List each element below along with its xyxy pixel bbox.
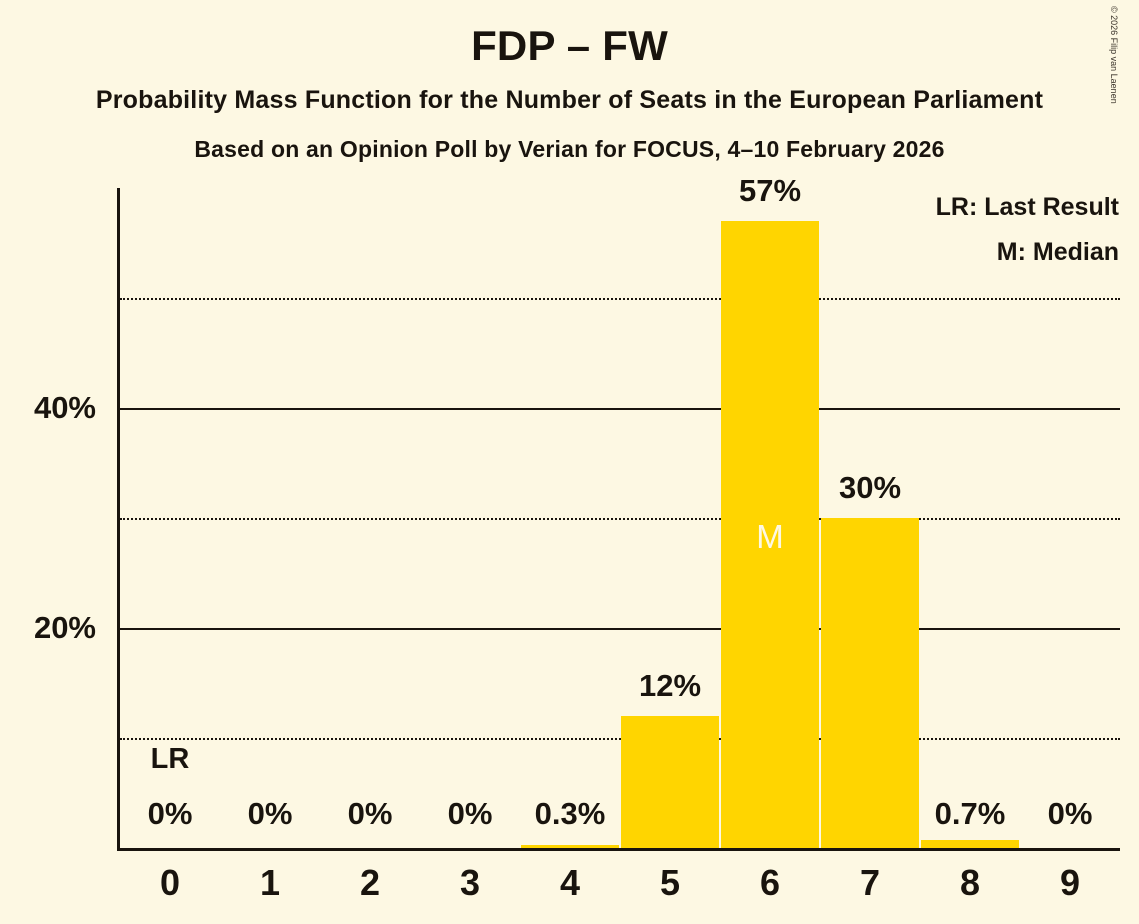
x-tick-label-1: 1 bbox=[259, 862, 281, 903]
x-tick-label-2: 2 bbox=[359, 862, 381, 903]
x-tick-label-9: 9 bbox=[1059, 862, 1081, 903]
bar-value-label: 0% bbox=[347, 796, 393, 831]
x-tick-label-6: 6 bbox=[759, 862, 781, 903]
y-axis-line bbox=[117, 188, 120, 848]
page-title: FDP – FW bbox=[471, 22, 668, 69]
bar-value-label: 30% bbox=[838, 470, 902, 505]
bar-slot[interactable]: 57% M bbox=[720, 173, 820, 848]
median-marker: M bbox=[756, 518, 784, 555]
plot-area: 20% 40% 0% LR 0% 0% 0% 0.3% 12% 57% M 30% 0.7% 0% bbox=[34, 173, 1120, 851]
chart-subtitle: Probability Mass Function for the Number… bbox=[95, 86, 1044, 114]
bar-slot[interactable]: 12% bbox=[620, 188, 720, 848]
gridline-30 bbox=[120, 518, 1120, 520]
bar[interactable] bbox=[921, 840, 1019, 848]
bar[interactable] bbox=[721, 221, 819, 848]
last-result-marker: LR bbox=[150, 743, 190, 775]
bar-slot[interactable]: 0.3% bbox=[520, 188, 620, 848]
bar-slot[interactable]: 0% bbox=[1020, 188, 1120, 848]
legend-last-result: LR: Last Result bbox=[935, 193, 1119, 221]
x-axis-line bbox=[117, 848, 1120, 851]
bar[interactable] bbox=[621, 716, 719, 848]
bar-value-label: 0% bbox=[447, 796, 493, 831]
bar[interactable] bbox=[521, 844, 619, 848]
bar[interactable] bbox=[821, 518, 919, 848]
x-tick-label-0: 0 bbox=[159, 862, 181, 903]
gridline-10 bbox=[120, 738, 1120, 740]
bar-slot[interactable]: 0% bbox=[320, 188, 420, 848]
legend-median: M: Median bbox=[996, 238, 1119, 266]
x-tick-label-5: 5 bbox=[659, 862, 681, 903]
bar-value-label: 0% bbox=[247, 796, 293, 831]
bar-series: 0% LR 0% 0% 0% 0.3% 12% 57% M 30% 0.7% 0% bbox=[120, 173, 1120, 848]
bar-slot[interactable]: 0% bbox=[420, 188, 520, 848]
x-tick-label-4: 4 bbox=[559, 862, 581, 903]
y-tick-label-40: 40% bbox=[33, 390, 96, 425]
chart-legend: LR: Last Result M: Median bbox=[936, 185, 1119, 275]
x-axis-tick-labels: 0 1 2 3 4 5 6 7 8 9 bbox=[120, 862, 1120, 914]
bar-value-label: 0.3% bbox=[534, 796, 606, 831]
bar-value-label: 0% bbox=[1047, 796, 1093, 831]
y-tick-label-20: 20% bbox=[33, 610, 96, 645]
bar-slot[interactable]: 0% bbox=[220, 188, 320, 848]
gridline-40 bbox=[120, 408, 1120, 410]
bar-slot[interactable]: 0% LR bbox=[120, 188, 220, 848]
bar-slot[interactable]: 0.7% bbox=[920, 188, 1020, 848]
bar-value-label: 57% bbox=[738, 173, 802, 208]
copyright-notice: © 2026 Filip van Laenen bbox=[1109, 6, 1119, 104]
x-tick-label-7: 7 bbox=[859, 862, 881, 903]
bar-slot[interactable]: 30% bbox=[820, 188, 920, 848]
bar-value-label: 12% bbox=[638, 668, 702, 703]
x-tick-label-3: 3 bbox=[459, 862, 481, 903]
gridline-50 bbox=[120, 298, 1120, 300]
chart-source-note: Based on an Opinion Poll by Verian for F… bbox=[194, 136, 945, 162]
x-tick-label-8: 8 bbox=[959, 862, 981, 903]
bar-value-label: 0.7% bbox=[934, 796, 1006, 831]
gridline-20 bbox=[120, 628, 1120, 630]
bar-value-label: 0% bbox=[147, 796, 193, 831]
